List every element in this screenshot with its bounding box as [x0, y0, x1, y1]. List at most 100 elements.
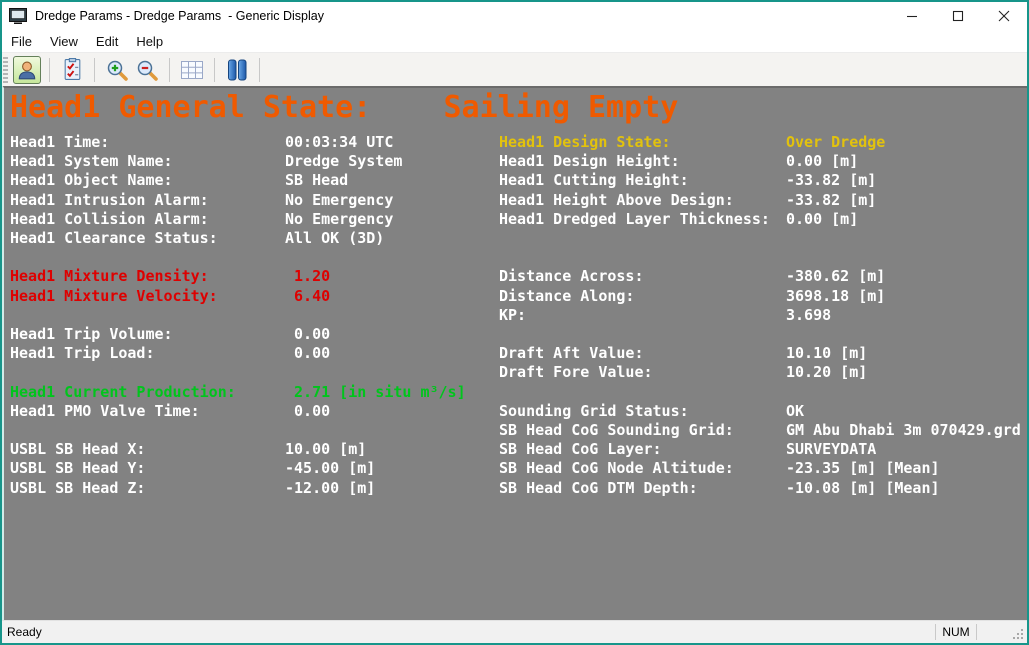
param-value: 10.10 [m]	[786, 344, 868, 363]
param-label: Head1 Dredged Layer Thickness:	[499, 209, 770, 228]
param-value: 3.698	[786, 305, 832, 324]
general-state-header: Head1 General State: Sailing Empty	[10, 90, 679, 125]
grid-button[interactable]	[178, 56, 206, 84]
toolbar-separator	[49, 57, 50, 82]
param-row: KP: 3.698	[4, 306, 1027, 326]
param-row: Head1 System Name: Dredge System Head1 Des…	[4, 152, 1027, 172]
minimize-button[interactable]	[889, 2, 935, 30]
toolbar-separator	[214, 57, 215, 82]
param-value: 6.40	[285, 286, 331, 305]
application-display-icon[interactable]	[9, 8, 27, 24]
checklist-button[interactable]	[58, 56, 86, 84]
maximize-icon	[952, 10, 964, 22]
param-value: 0.00	[285, 344, 331, 363]
user-display-button[interactable]	[13, 55, 41, 84]
toolbar	[2, 52, 1027, 86]
param-value: -10.08 [m] [Mean]	[786, 478, 940, 497]
param-row: Head1 Mixture Velocity: 6.40 Distance Alo…	[4, 287, 1027, 307]
param-value: GM Abu Dhabi 3m 070429.grd	[786, 421, 1021, 439]
param-label: Head1 Design State:	[499, 133, 671, 151]
close-icon	[998, 10, 1010, 22]
menubar: File View Edit Help	[2, 30, 1027, 52]
param-label: Head1 Height Above Design:	[499, 190, 734, 209]
param-label: SB Head CoG Sounding Grid:	[499, 421, 734, 439]
param-label: KP:	[499, 305, 527, 324]
param-value: No Emergency	[285, 190, 394, 209]
toolbar-grip[interactable]	[3, 56, 8, 83]
param-value: Dredge System	[285, 152, 403, 171]
pause-icon	[228, 59, 247, 80]
zoom-out-icon	[137, 60, 158, 81]
minimize-icon	[907, 15, 917, 18]
param-label: Distance Across:	[499, 267, 644, 286]
param-value: -23.35 [m] [Mean]	[786, 459, 940, 478]
param-value: 10.00 [m]	[285, 440, 367, 459]
param-row: Head1 Clearance Status: All OK (3D)	[4, 229, 1027, 249]
statusbar-separator	[935, 624, 936, 640]
menu-help[interactable]: Help	[136, 33, 164, 49]
toolbar-separator	[259, 57, 260, 82]
param-row: Head1 Intrusion Alarm: No Emergency Head1 …	[4, 191, 1027, 211]
param-label: Draft Aft Value:	[499, 344, 644, 363]
display-area: Head1 General State: Sailing Empty Head1…	[2, 85, 1027, 621]
param-value: 00:03:34 UTC	[285, 133, 394, 151]
param-row: Head1 PMO Valve Time: 0.00 Sounding Grid …	[4, 402, 1027, 422]
param-value: -45.00 [m]	[285, 459, 376, 478]
param-row: Head1 Current Production: 2.71 [in situ …	[4, 383, 1027, 403]
param-label: Head1 Cutting Height:	[499, 171, 689, 190]
menu-edit[interactable]: Edit	[95, 33, 119, 49]
param-row: Head1 Trip Load: 0.00 Draft Aft Value: 10.…	[4, 344, 1027, 364]
param-label: Head1 Time:	[10, 133, 110, 151]
param-value: 2.71 [in situ m³/s]	[285, 382, 466, 401]
param-row: Head1 Collision Alarm: No Emergency Head1 …	[4, 210, 1027, 230]
param-row	[4, 248, 1027, 268]
titlebar[interactable]: Dredge Params - Dredge Params - Generic …	[2, 2, 1027, 30]
param-row: Head1 Time: 00:03:34 UTC Head1 Design Stat…	[4, 133, 1027, 153]
param-label: SB Head CoG Layer:	[499, 440, 662, 459]
param-label: Distance Along:	[499, 286, 635, 305]
zoom-in-button[interactable]	[103, 56, 131, 84]
param-value: 1.20	[285, 267, 331, 286]
status-text: Ready	[7, 625, 42, 639]
param-label: Head1 Trip Volume:	[10, 325, 173, 343]
param-row: Head1 Trip Volume: 0.00	[4, 325, 1027, 345]
menu-file[interactable]: File	[11, 33, 32, 49]
user-icon	[18, 61, 36, 79]
param-label: Head1 Design Height:	[499, 152, 680, 171]
param-value: 3698.18 [m]	[786, 286, 886, 305]
window-controls	[889, 2, 1027, 30]
param-row: Head1 Object Name: SB Head Head1 Cutting H…	[4, 171, 1027, 191]
menu-view[interactable]: View	[49, 33, 78, 49]
param-value: All OK (3D)	[285, 229, 385, 247]
param-row: USBL SB Head X: 10.00 [m] SB Head CoG Laye…	[4, 440, 1027, 460]
param-label: Head1 PMO Valve Time:	[10, 401, 200, 420]
param-value: SURVEYDATA	[786, 440, 877, 459]
maximize-button[interactable]	[935, 2, 981, 30]
grid-icon	[181, 60, 203, 79]
window-title: Dredge Params - Dredge Params - Generic …	[35, 9, 324, 23]
statusbar-pane	[977, 621, 1010, 643]
param-label: Head1 System Name:	[10, 152, 173, 171]
param-value: 0.00	[285, 325, 331, 343]
param-label: Head1 Mixture Density:	[10, 267, 209, 286]
param-row: Draft Fore Value: 10.20 [m]	[4, 363, 1027, 383]
param-label: USBL SB Head Z:	[10, 478, 146, 497]
checklist-icon	[64, 58, 80, 80]
param-value: SB Head	[285, 171, 349, 190]
param-label: USBL SB Head Y:	[10, 459, 146, 478]
param-label: USBL SB Head X:	[10, 440, 146, 459]
param-label: Sounding Grid Status:	[499, 401, 689, 420]
pause-button[interactable]	[223, 56, 251, 84]
zoom-out-button[interactable]	[133, 56, 161, 84]
param-label: Head1 Current Production:	[10, 382, 236, 401]
param-value: No Emergency	[285, 209, 394, 228]
param-value: Over Dredge	[786, 133, 886, 151]
num-lock-indicator: NUM	[942, 625, 970, 639]
param-label: SB Head CoG DTM Depth:	[499, 478, 698, 497]
param-row: USBL SB Head Y: -45.00 [m] SB Head CoG Nod…	[4, 459, 1027, 479]
param-label: Draft Fore Value:	[499, 363, 653, 382]
resize-grip[interactable]	[1010, 626, 1025, 641]
close-button[interactable]	[981, 2, 1027, 30]
toolbar-separator	[94, 57, 95, 82]
param-value: -380.62 [m]	[786, 267, 886, 286]
